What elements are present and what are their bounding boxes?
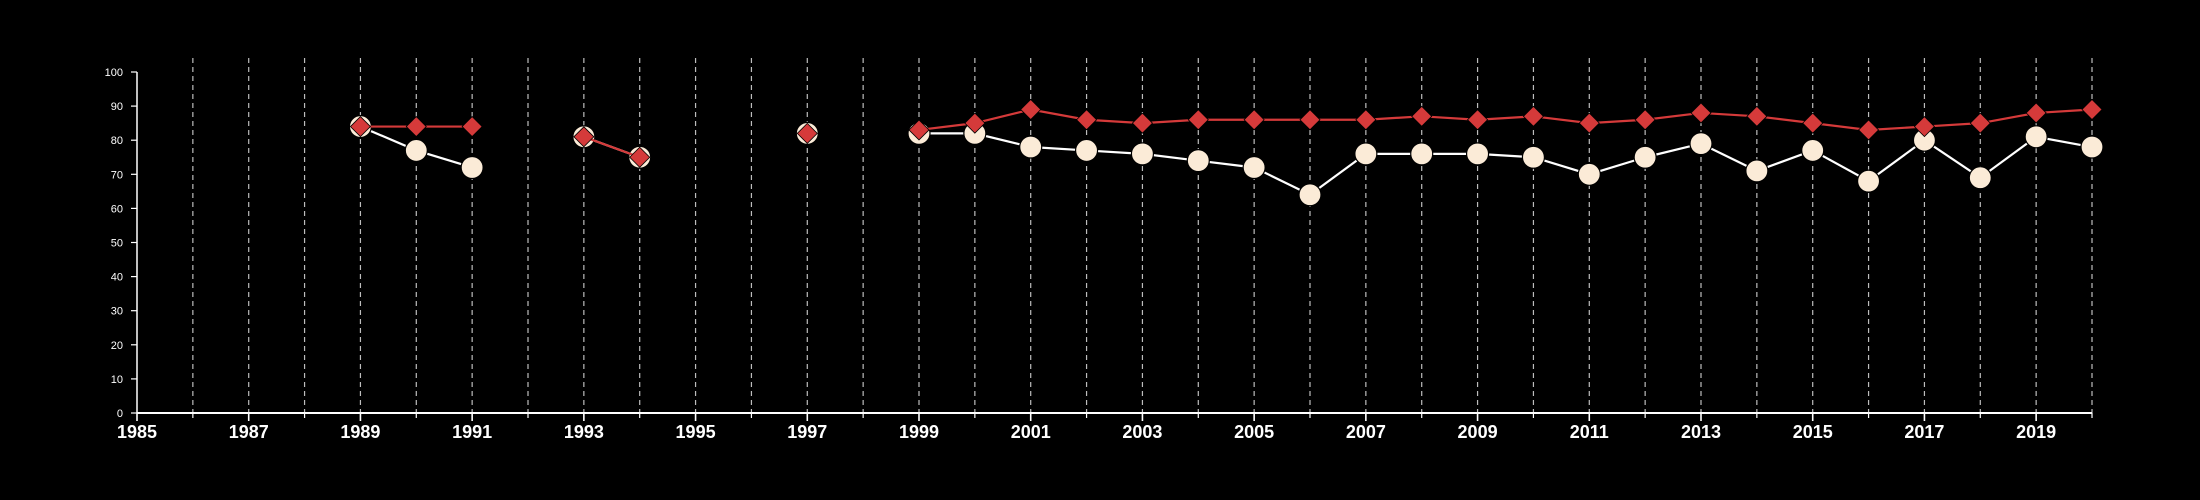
data-point-diamond <box>1858 119 1880 141</box>
data-point-diamond <box>1634 109 1656 131</box>
data-point-circle <box>2024 125 2048 149</box>
y-tick-label: 100 <box>105 67 123 79</box>
y-tick-label: 10 <box>111 374 123 386</box>
data-point-circle <box>1130 142 1155 166</box>
data-point-circle <box>1745 159 1769 183</box>
data-point-diamond <box>1243 109 1265 131</box>
data-point-circle <box>1074 138 1099 163</box>
data-point-diamond <box>1299 109 1321 131</box>
x-tick-label: 2017 <box>1904 422 1944 442</box>
series-diamond <box>349 98 2103 168</box>
x-tick-label: 2001 <box>1011 422 1051 442</box>
data-point-circle <box>404 138 428 163</box>
y-tick-label: 70 <box>111 169 123 181</box>
x-tick-label: 1991 <box>452 422 492 442</box>
y-tick-label: 40 <box>111 272 123 284</box>
data-point-circle <box>1856 169 1881 193</box>
data-point-circle <box>1633 145 1657 169</box>
data-point-diamond <box>1690 102 1712 124</box>
x-tick-label: 1993 <box>564 422 604 442</box>
data-point-circle <box>1801 138 1825 163</box>
x-tick-label: 2005 <box>1234 422 1274 442</box>
data-point-circle <box>1298 183 1322 207</box>
data-point-diamond <box>405 115 427 138</box>
y-tick-label: 60 <box>111 203 123 215</box>
data-point-diamond <box>1355 109 1377 131</box>
data-point-circle <box>2080 135 2104 159</box>
x-tick-label: 1999 <box>899 422 939 442</box>
x-tick-label: 2009 <box>1458 422 1498 442</box>
x-tick-label: 1995 <box>676 422 716 442</box>
data-point-circle <box>1465 142 1490 166</box>
data-point-diamond <box>1411 105 1433 127</box>
y-tick-label: 0 <box>117 408 123 420</box>
data-point-diamond <box>2025 102 2047 124</box>
data-point-diamond <box>629 146 651 168</box>
data-point-diamond <box>461 115 483 138</box>
axes: 0 10 20 30 40 50 60 70 80 90 100 1985 1987 1989 1991 19… <box>105 67 2093 442</box>
data-point-circle <box>1521 145 1546 169</box>
x-tick-label: 2003 <box>1122 422 1162 442</box>
data-point-circle <box>1968 166 1992 190</box>
x-tick-label: 2013 <box>1681 422 1721 442</box>
data-point-circle <box>1242 155 1266 180</box>
y-tick-label: 20 <box>111 340 123 352</box>
x-tick-label: 2011 <box>1570 422 1609 442</box>
data-point-circle <box>1577 162 1601 186</box>
data-point-diamond <box>1802 112 1824 134</box>
data-point-diamond <box>2081 98 2103 121</box>
data-point-diamond <box>1969 112 1991 134</box>
series <box>348 98 2104 207</box>
data-point-circle <box>1689 132 1713 156</box>
x-tick-label: 1987 <box>229 422 269 442</box>
y-tick-label: 50 <box>111 238 123 250</box>
y-tick-label: 30 <box>111 306 123 318</box>
x-tick-label: 1985 <box>117 422 157 442</box>
data-point-circle <box>1410 142 1434 166</box>
data-point-diamond <box>1746 105 1768 127</box>
gridlines <box>192 58 2093 413</box>
data-point-circle <box>1019 135 1043 159</box>
data-point-diamond <box>1522 105 1544 127</box>
x-tick-label: 1997 <box>787 422 827 442</box>
series-circle <box>348 114 2104 207</box>
data-point-diamond <box>573 126 595 148</box>
data-point-diamond <box>908 119 930 141</box>
data-point-circle <box>460 155 484 180</box>
series-line-segment <box>583 135 641 159</box>
data-point-diamond <box>1913 115 1935 138</box>
x-tick-label: 2019 <box>2016 422 2056 442</box>
y-tick-label: 80 <box>111 135 123 147</box>
data-point-diamond <box>1187 109 1209 131</box>
data-point-diamond <box>1076 109 1098 131</box>
data-point-circle <box>1354 142 1378 166</box>
data-point-diamond <box>1131 112 1153 134</box>
data-point-diamond <box>1467 109 1489 131</box>
y-tick-label: 90 <box>111 101 123 113</box>
x-tick-label: 1989 <box>340 422 380 442</box>
data-point-diamond <box>1020 98 1042 121</box>
data-point-diamond <box>349 115 371 138</box>
data-point-diamond <box>1578 112 1600 134</box>
series-line-segment <box>918 108 2093 132</box>
data-point-diamond <box>964 112 986 134</box>
data-point-diamond <box>796 122 818 144</box>
x-tick-label: 2007 <box>1346 422 1386 442</box>
data-point-circle <box>1186 149 1210 173</box>
x-tick-label: 2015 <box>1793 422 1833 442</box>
series-line-segment <box>919 132 2093 197</box>
